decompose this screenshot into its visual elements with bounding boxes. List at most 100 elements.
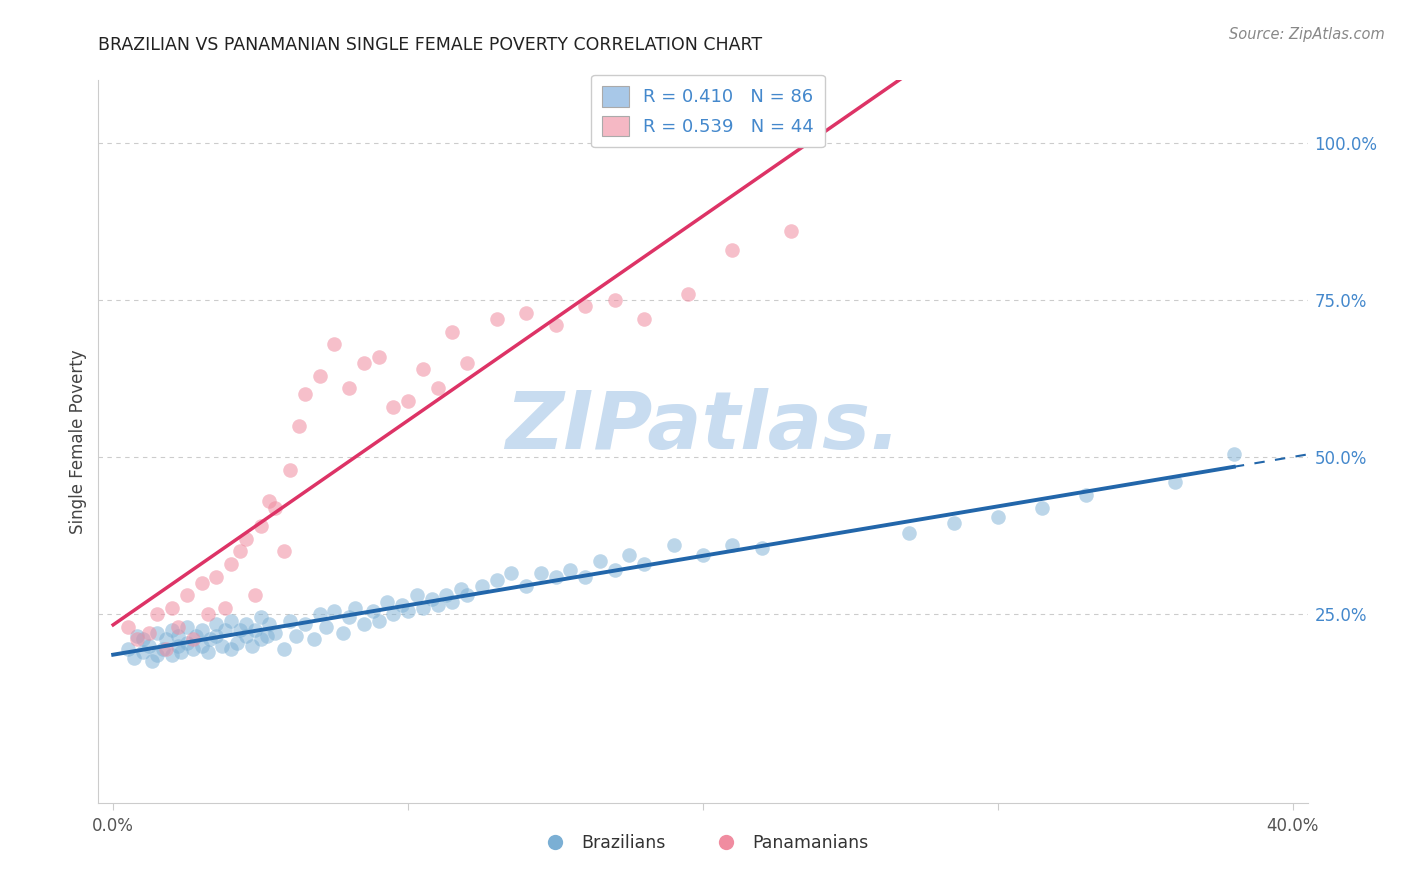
Point [515,306,537,320]
Point [229,544,252,558]
Point [197,607,219,622]
Point [138,626,160,640]
Point [200,632,222,647]
Point [420,591,443,606]
Point [662,538,685,552]
Point [589,554,612,568]
Point [294,616,316,631]
Text: Source: ZipAtlas.com: Source: ZipAtlas.com [1229,27,1385,42]
Point [160,648,183,662]
Point [302,632,325,647]
Point [633,557,655,571]
Point [167,620,190,634]
Point [264,626,287,640]
Point [332,626,354,640]
Point [391,598,413,612]
Point [603,293,626,308]
Point [382,400,405,414]
Point [125,629,148,643]
Point [190,575,212,590]
Point [353,616,375,631]
Point [574,569,596,583]
Point [205,616,228,631]
Point [235,629,257,643]
Point [337,381,360,395]
Point [211,639,233,653]
Point [471,579,494,593]
Legend: Brazilians, Panamanians: Brazilians, Panamanians [530,827,876,859]
Point [426,381,449,395]
Point [259,494,281,508]
Point [721,538,744,552]
Point [436,589,458,603]
Point [278,463,301,477]
Point [315,620,337,634]
Point [619,548,641,562]
Point [122,651,145,665]
Point [117,620,139,634]
Point [160,623,183,637]
Point [155,632,177,647]
Point [337,610,360,624]
Point [294,387,316,401]
Point [197,645,219,659]
Point [155,641,177,656]
Point [353,356,375,370]
Point [273,641,295,656]
Point [343,601,366,615]
Point [485,573,508,587]
Point [367,614,389,628]
Point [160,601,183,615]
Point [264,500,287,515]
Point [256,629,278,643]
Point [485,312,508,326]
Point [117,641,139,656]
Point [382,607,405,622]
Point [544,318,567,333]
Point [125,632,148,647]
Point [190,639,212,653]
Point [240,639,263,653]
Point [574,300,596,314]
Point [205,629,228,643]
Point [530,566,553,581]
Point [1223,447,1246,461]
Point [285,629,308,643]
Point [259,616,281,631]
Point [1164,475,1187,490]
Point [377,595,399,609]
Point [603,563,626,577]
Point [633,312,655,326]
Point [131,645,153,659]
Point [146,648,169,662]
Point [456,589,478,603]
Point [152,641,174,656]
Y-axis label: Single Female Poverty: Single Female Poverty [69,350,87,533]
Point [780,224,803,238]
Point [167,629,190,643]
Point [249,610,271,624]
Text: BRAZILIAN VS PANAMANIAN SINGLE FEMALE POVERTY CORRELATION CHART: BRAZILIAN VS PANAMANIAN SINGLE FEMALE PO… [98,36,762,54]
Point [560,563,582,577]
Point [190,623,212,637]
Point [176,635,198,649]
Point [367,350,389,364]
Point [249,632,271,647]
Point [406,589,429,603]
Point [249,519,271,533]
Point [412,362,434,376]
Point [323,604,346,618]
Point [361,604,384,618]
Point [184,629,207,643]
Point [501,566,523,581]
Point [987,510,1010,524]
Point [235,616,257,631]
Point [1076,488,1098,502]
Point [226,635,249,649]
Point [243,589,266,603]
Text: ZIPatlas.: ZIPatlas. [505,388,901,467]
Point [426,598,449,612]
Point [229,623,252,637]
Point [721,243,744,257]
Point [456,356,478,370]
